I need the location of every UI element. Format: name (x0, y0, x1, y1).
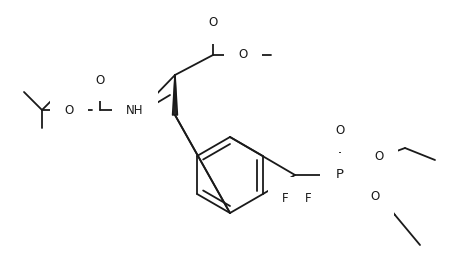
Text: P: P (336, 168, 344, 181)
Text: NH: NH (126, 104, 144, 116)
Text: O: O (335, 125, 345, 138)
Text: O: O (239, 48, 248, 61)
Text: F: F (282, 191, 288, 205)
Text: O: O (96, 73, 105, 86)
Text: O: O (208, 17, 218, 29)
Text: F: F (305, 191, 311, 205)
Text: O: O (64, 104, 74, 116)
Text: O: O (370, 190, 380, 203)
Text: O: O (374, 150, 383, 163)
